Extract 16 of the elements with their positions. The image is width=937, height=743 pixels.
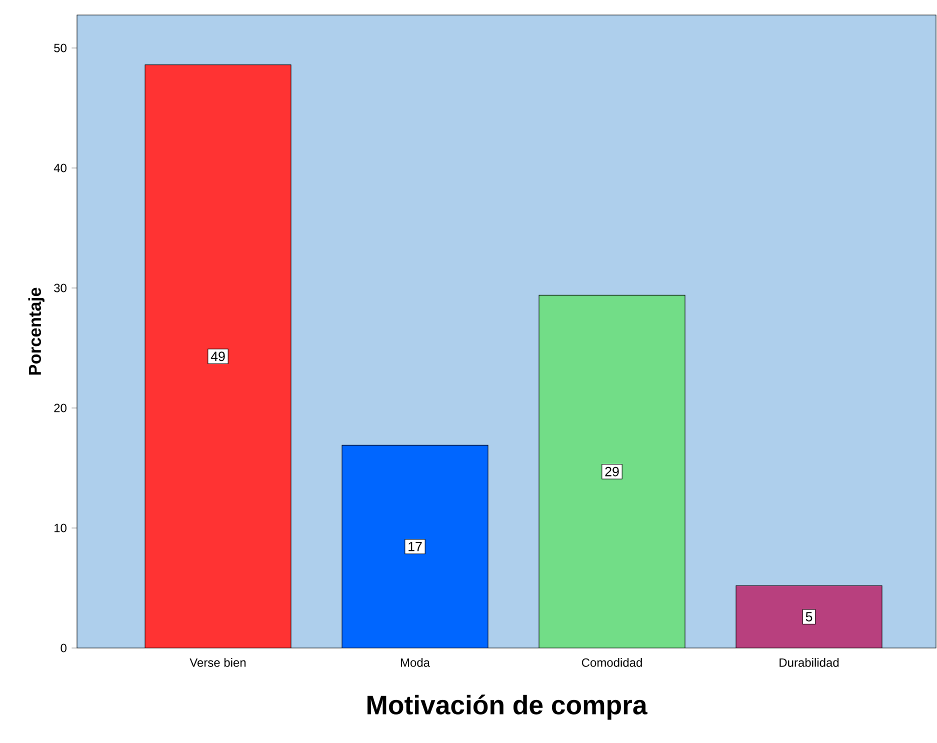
data-label: 29 [605, 466, 619, 476]
data-label: 49 [210, 352, 225, 362]
y-tick-label: 40 [54, 164, 66, 172]
data-label: 17 [408, 542, 422, 552]
y-tick-label: 10 [54, 524, 66, 532]
data-label: 5 [806, 612, 812, 622]
x-tick-label: Comodidad [582, 658, 642, 667]
y-axis-title: Porcentaje [28, 288, 44, 375]
x-axis-title: Motivación de compra [368, 694, 648, 720]
x-tick-label: Verse bien [190, 658, 246, 667]
x-tick-label: Durabilidad [780, 658, 839, 667]
y-tick-label: 30 [54, 284, 66, 292]
x-tick-label: Moda [400, 658, 430, 667]
y-tick-label: 0 [60, 644, 66, 652]
y-tick-label: 50 [54, 44, 66, 52]
y-tick-label: 20 [54, 404, 66, 412]
